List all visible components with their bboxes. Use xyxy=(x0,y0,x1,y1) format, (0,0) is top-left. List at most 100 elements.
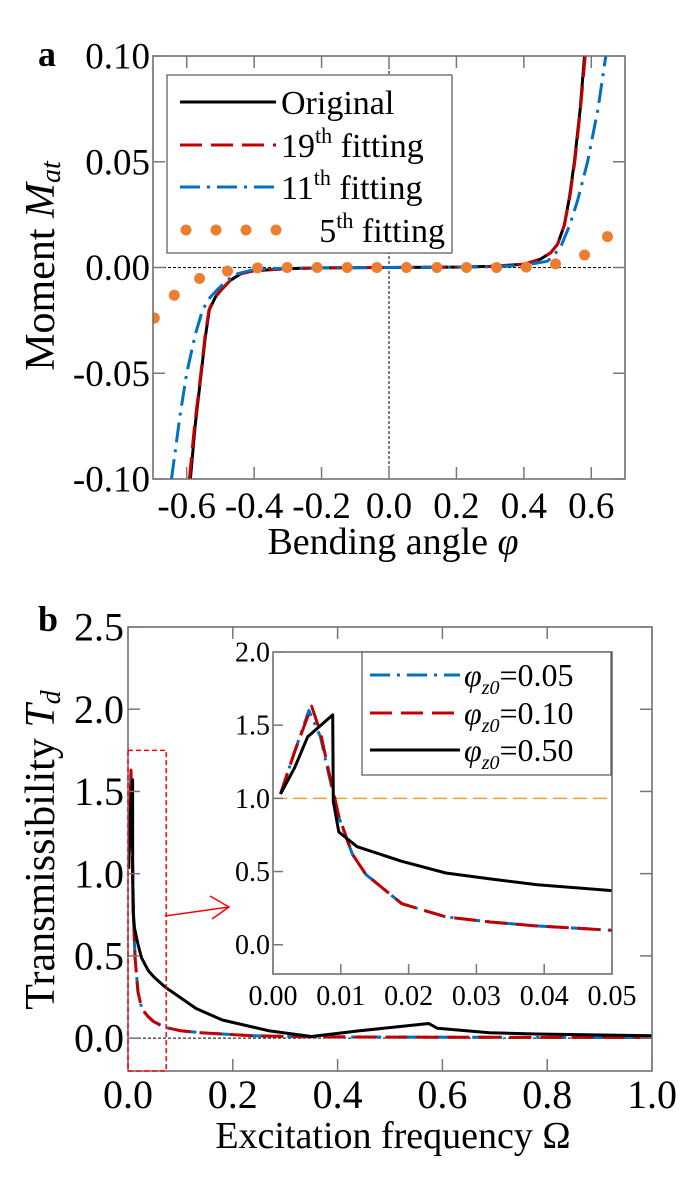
series-3-point xyxy=(601,231,613,243)
y-tick-label: 2.0 xyxy=(74,687,124,732)
y-tick-label: 1.0 xyxy=(235,784,270,815)
inset-series xyxy=(279,704,612,932)
series-0-line xyxy=(128,773,652,1039)
legend-label-superscript: th xyxy=(336,208,353,233)
panel-label-a: a xyxy=(38,34,56,74)
legend-label: 19th fitting xyxy=(281,123,424,165)
x-tick-label: 0.8 xyxy=(522,1072,572,1117)
arrow-shaft xyxy=(164,906,230,917)
legend-subscript: z0 xyxy=(481,677,500,699)
legend-marker xyxy=(270,224,282,236)
series-3-point xyxy=(550,258,562,270)
y-axis-title-text: Moment xyxy=(18,218,64,371)
x-tick-label: 0.03 xyxy=(452,981,501,1012)
legend-label-rest: fitting xyxy=(332,128,424,165)
series-3-point xyxy=(252,262,264,274)
panel-label-b: b xyxy=(38,599,58,639)
x-tick-label: 0.05 xyxy=(588,981,637,1012)
legend-label: Original xyxy=(281,85,394,122)
legend-label-rest: fitting xyxy=(331,170,423,207)
series-3-point xyxy=(491,262,503,273)
panel-a-x-axis-title: Bending angle φ xyxy=(267,521,518,563)
y-axis-symbol: M xyxy=(18,181,64,219)
panel-a-series xyxy=(153,56,613,479)
y-tick-label: 0.0 xyxy=(74,1016,124,1061)
x-tick-label: 0.4 xyxy=(501,486,547,527)
y-tick-label: 1.5 xyxy=(235,711,270,742)
y-axis-subscript: at xyxy=(36,160,67,183)
x-tick-label: -0.2 xyxy=(292,486,351,527)
y-tick-label: 0.10 xyxy=(85,37,150,78)
x-tick-label: 0.2 xyxy=(433,486,479,527)
y-tick-label: 0.5 xyxy=(74,933,124,978)
series-3-point xyxy=(431,262,443,273)
x-tick-label: 0.04 xyxy=(520,981,569,1012)
legend-marker xyxy=(210,224,222,236)
series-3-point xyxy=(341,262,353,273)
panel-a-ticks: -0.6 -0.4 -0.2 0.0 0.2 0.4 0.6 -0.10 -0.05 0.00 0.… xyxy=(73,37,625,527)
panel-a-y-axis-title: Moment Mat xyxy=(18,160,67,371)
legend-label-superscript: th xyxy=(314,165,331,190)
x-tick-label: 0.4 xyxy=(313,1072,363,1117)
zoom-arrow xyxy=(164,895,231,920)
y-tick-label: 0.00 xyxy=(85,248,150,289)
series-3-point xyxy=(281,262,293,273)
panel-b-x-axis-title: Excitation frequency Ω xyxy=(215,1115,570,1157)
y-tick-label: 2.0 xyxy=(235,638,270,669)
y-tick-label: -0.10 xyxy=(73,460,150,501)
x-tick-label: -0.4 xyxy=(225,486,284,527)
y-axis-title-text: Transmissibility xyxy=(18,728,64,1010)
series-2-line xyxy=(128,778,652,1038)
x-axis-symbol: φ xyxy=(498,521,519,563)
legend-label-superscript: th xyxy=(315,123,332,148)
x-tick-label: 0.00 xyxy=(249,981,298,1012)
legend-label: 11th fitting xyxy=(281,165,422,207)
legend-symbol: φ xyxy=(464,657,482,693)
series-3-point xyxy=(371,262,383,273)
series-1-line xyxy=(279,704,612,932)
inset-chart: 0.00 0.01 0.02 0.03 0.04 0.050.00.51.01.52.0 … xyxy=(235,638,637,1012)
x-tick-label: 0.6 xyxy=(417,1072,467,1117)
panel-b: b 0.0 0.2 0.4 0.6 0.8 1.0 0.0 0.5 1.0 1.5 2.0 2.5 E… xyxy=(18,599,677,1157)
x-tick-label: 0.02 xyxy=(384,981,433,1012)
legend-value: =0.05 xyxy=(500,657,574,693)
x-tick-label: 0.6 xyxy=(568,486,614,527)
legend-subscript: z0 xyxy=(481,715,500,737)
series-3-point xyxy=(311,262,323,273)
series-3-point xyxy=(520,261,532,273)
x-tick-label: 0.01 xyxy=(316,981,365,1012)
y-tick-label: 0.5 xyxy=(235,857,270,888)
y-axis-subscript: d xyxy=(36,689,67,704)
legend-label-base: 19 xyxy=(281,128,315,165)
legend-value: =0.10 xyxy=(500,695,574,731)
legend-label: 5th fitting xyxy=(319,208,445,250)
legend-label: φz0=0.10 xyxy=(464,695,574,737)
x-tick-label: -0.6 xyxy=(157,486,216,527)
legend-box xyxy=(166,74,453,254)
legend-value: =0.50 xyxy=(500,732,574,768)
panel-b-ticks: 0.0 0.2 0.4 0.6 0.8 1.0 0.0 0.5 1.0 1.5 2.0 2.5 xyxy=(74,605,677,1117)
x-tick-label: 0.0 xyxy=(103,1072,153,1117)
y-tick-label: -0.05 xyxy=(73,354,150,395)
series-3-point xyxy=(579,249,591,261)
legend-symbol: φ xyxy=(464,695,482,731)
series-1-line xyxy=(187,56,587,479)
legend-symbol: φ xyxy=(464,732,482,768)
zoom-region-box xyxy=(127,749,167,1072)
panel-b-y-axis-title: Transmissibility Td xyxy=(18,689,67,1009)
legend-label: φz0=0.05 xyxy=(464,657,574,699)
legend-label-rest: fitting xyxy=(353,213,445,250)
x-tick-label: 0.2 xyxy=(208,1072,258,1117)
arrow-head-icon xyxy=(209,895,231,920)
series-3-point xyxy=(222,265,234,277)
series-2-line xyxy=(279,713,612,893)
y-axis-symbol: T xyxy=(18,702,64,728)
series-3-point xyxy=(461,262,473,273)
y-tick-label: 2.5 xyxy=(74,605,124,650)
series-3-point xyxy=(401,262,413,273)
y-tick-label: 1.0 xyxy=(74,851,124,896)
inset-ticks: 0.00 0.01 0.02 0.03 0.04 0.05 0.0 0.5 1.0 1.5 2.0 xyxy=(235,638,637,1012)
